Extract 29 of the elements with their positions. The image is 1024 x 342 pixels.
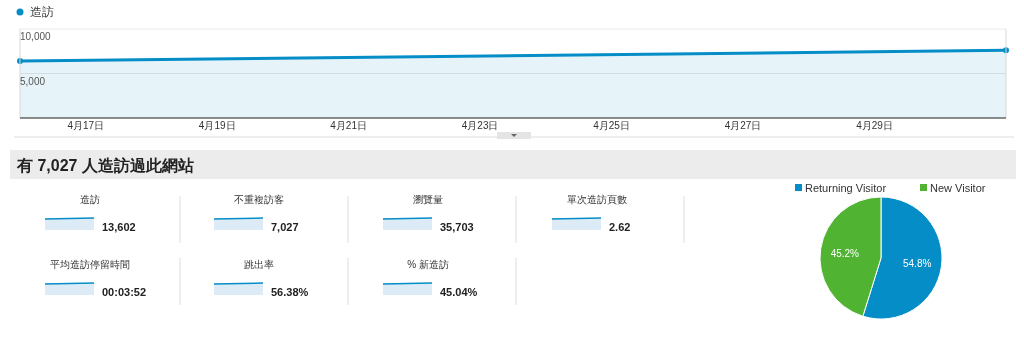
x-tick-label: 4月29日 [856,120,893,131]
text: 00:03:52 [102,286,147,298]
text: 2.62 [609,221,631,233]
category-label: 瀏覽量 [413,194,443,205]
x-tick-label: 4月17日 [67,120,105,131]
legend-label: 造訪 [30,5,54,19]
category-label: 不重複訪客 [234,194,284,205]
text: 有 7,027 人造訪過此網站 [16,157,194,174]
text: 13,602 [102,221,136,233]
x-tick-label: 4月25日 [593,120,630,131]
data-label: 54.8% [903,258,932,270]
y-tick-label: 10,000 [20,31,52,42]
text: 56.38% [271,286,309,298]
legend-label: New Visitor [930,182,986,194]
category-label: 跳出率 [244,259,274,270]
text: 45.04% [440,286,478,298]
x-tick-label: 4月21日 [330,120,368,131]
category-label: 平均造訪停留時間 [50,259,130,270]
data-label: 45.2% [830,247,860,259]
y-tick-label: 5,000 [20,75,46,87]
category-label: % 新造訪 [407,259,449,270]
text: 35,703 [440,221,474,233]
x-tick-label: 4月19日 [198,120,236,131]
x-tick-label: 4月27日 [724,120,762,131]
category-label: 造訪 [80,194,100,205]
category-label: 單次造訪頁數 [567,194,627,205]
legend-label: Returning Visitor [805,182,887,194]
text: 7,027 [271,221,299,233]
x-tick-label: 4月23日 [461,120,499,131]
